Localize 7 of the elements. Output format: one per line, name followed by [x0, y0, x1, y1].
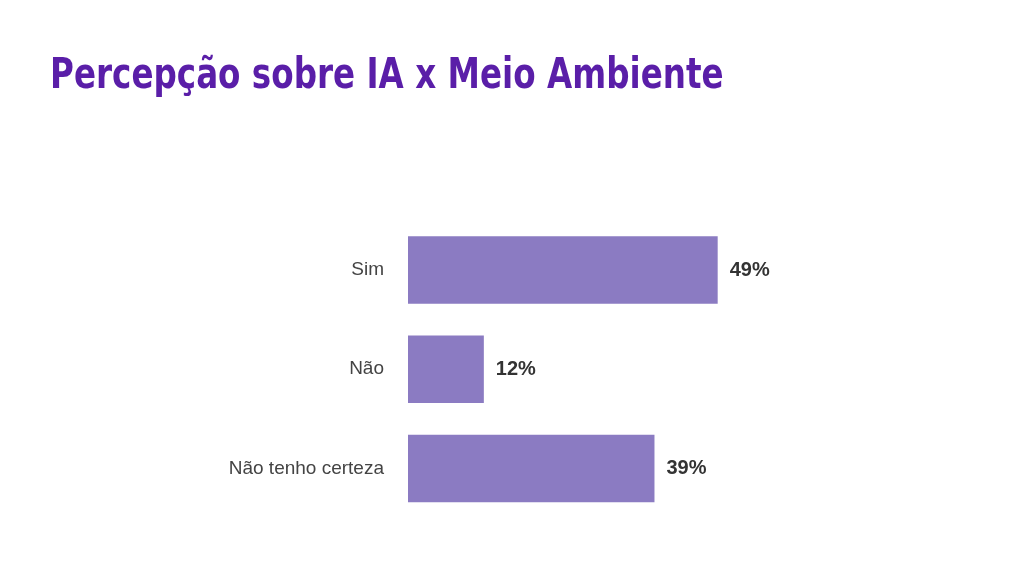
y-tick-label: Não [349, 357, 384, 379]
data-label: 39% [666, 455, 707, 478]
y-tick-label: Sim [351, 258, 384, 280]
data-label: 12% [495, 356, 537, 379]
chart-title: Percepção sobre IA x Meio Ambiente [50, 49, 724, 99]
y-tick-label: Não tenho certeza [228, 456, 385, 478]
data-label: 49% [729, 257, 770, 280]
